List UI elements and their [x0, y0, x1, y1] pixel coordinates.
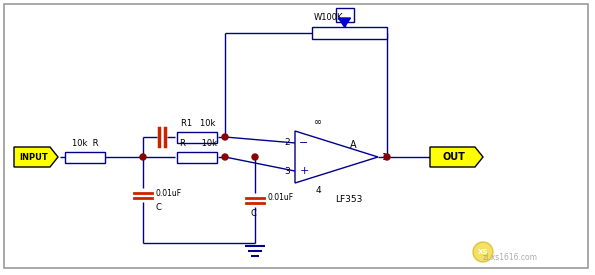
Text: 1: 1 [382, 153, 388, 161]
Text: zl.xs1616.com: zl.xs1616.com [483, 254, 537, 263]
Bar [177, 131, 217, 142]
Circle shape [222, 134, 228, 140]
Text: 4: 4 [315, 186, 321, 195]
Circle shape [252, 154, 258, 160]
Bar [336, 8, 353, 22]
Polygon shape [295, 131, 378, 183]
Text: C: C [250, 208, 256, 218]
Circle shape [140, 154, 146, 160]
Text: OUT: OUT [443, 152, 465, 162]
Text: −: − [299, 138, 309, 148]
Text: INPUT: INPUT [19, 153, 48, 161]
Text: 2: 2 [284, 138, 290, 147]
Text: R1   10k: R1 10k [181, 119, 216, 128]
Circle shape [222, 154, 228, 160]
Text: W100K: W100K [314, 12, 343, 21]
Text: 3: 3 [284, 167, 290, 175]
Text: 10k  R: 10k R [72, 139, 98, 147]
Bar [65, 152, 105, 163]
Circle shape [384, 154, 390, 160]
Polygon shape [339, 18, 350, 27]
Text: A: A [350, 140, 356, 150]
Circle shape [473, 242, 493, 262]
Text: XS: XS [478, 249, 488, 255]
Text: 0.01uF: 0.01uF [155, 188, 181, 197]
Text: LF353: LF353 [335, 195, 362, 204]
Text: ∞: ∞ [314, 117, 322, 127]
Text: +: + [299, 166, 309, 176]
Polygon shape [14, 147, 58, 167]
Bar [177, 152, 217, 163]
Text: 0.01uF: 0.01uF [267, 194, 293, 202]
Polygon shape [430, 147, 483, 167]
Text: C: C [155, 202, 161, 211]
Text: R      10k: R 10k [180, 139, 217, 147]
Bar [312, 27, 387, 39]
